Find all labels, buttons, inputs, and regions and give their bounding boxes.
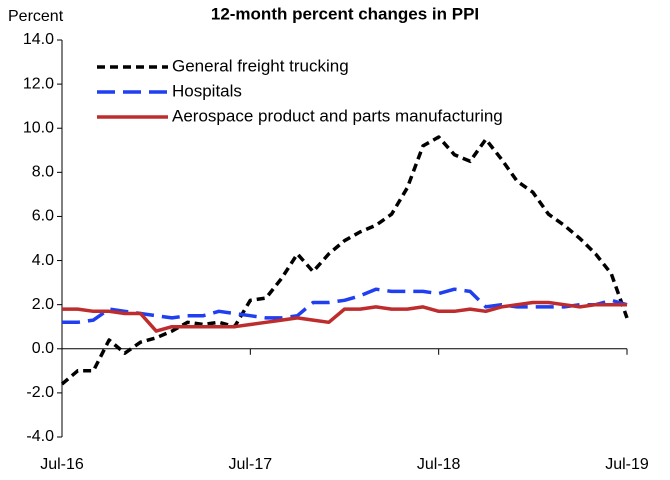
x-tick-label: Jul-17	[229, 456, 273, 473]
series-line	[60, 135, 629, 386]
y-tick-label: 2.0	[32, 296, 54, 313]
x-tick-label: Jul-19	[605, 456, 649, 473]
legend-label: Aerospace product and parts manufacturin…	[172, 106, 503, 125]
y-tick-label: -4.0	[26, 428, 54, 445]
y-tick-label: 0.0	[32, 340, 54, 357]
y-tick-label: 12.0	[23, 75, 54, 92]
y-tick-label: 6.0	[32, 208, 54, 225]
series-line	[62, 300, 627, 333]
legend-label: General freight trucking	[172, 56, 349, 75]
y-axis-label: Percent	[8, 8, 64, 25]
y-tick-label: 10.0	[23, 119, 54, 136]
y-tick-label: 14.0	[23, 31, 54, 48]
y-tick-label: 8.0	[32, 164, 54, 181]
y-tick-label: 4.0	[32, 252, 54, 269]
x-tick-label: Jul-18	[417, 456, 461, 473]
legend-label: Hospitals	[172, 81, 242, 100]
x-tick-label: Jul-16	[40, 456, 84, 473]
series-line	[62, 287, 628, 325]
chart-title: 12-month percent changes in PPI	[211, 4, 479, 23]
y-tick-label: -2.0	[26, 384, 54, 401]
